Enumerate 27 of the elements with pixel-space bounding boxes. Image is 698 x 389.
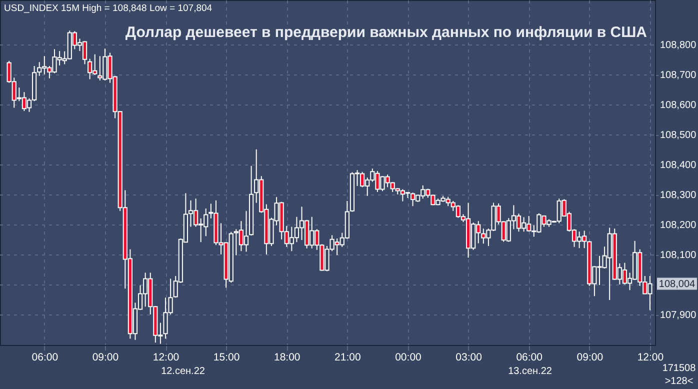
x-tick-label: 12:00 — [152, 352, 180, 364]
text: >128< — [664, 376, 694, 387]
y-tick-label: 107,900 — [660, 310, 697, 321]
y-tick-label: 108,400 — [660, 160, 697, 171]
text: Доллар дешевеет в преддверии важных данных по инфляции в США — [125, 24, 648, 41]
x-tick-label: 06:00 — [516, 352, 543, 364]
x-tick-label: 15:00 — [213, 352, 240, 364]
y-tick-label: 108,300 — [660, 190, 697, 201]
y-tick-label: 108,600 — [660, 100, 697, 111]
text: 12.сен.22 — [161, 366, 206, 377]
x-tick-label: 03:00 — [456, 352, 482, 364]
y-tick-label: 108,200 — [660, 220, 697, 231]
x-tick-label: 18:00 — [274, 352, 300, 364]
chart-subtitle: USD_INDEX 15M High = 108,848 Low = 107,804 — [4, 3, 212, 14]
x-tick-label: 12:00 — [637, 352, 664, 364]
annotation: 108,004 — [658, 278, 696, 290]
x-tick-label: 21:00 — [334, 352, 361, 364]
x-tick-label: 00:00 — [395, 352, 422, 364]
text: 13.сен.22 — [508, 366, 552, 377]
x-tick-label: 06:00 — [32, 352, 58, 364]
y-tick-label: 108,100 — [660, 250, 697, 261]
x-tick-label: 09:00 — [92, 352, 119, 364]
y-tick-label: 108,500 — [660, 130, 697, 141]
y-tick-label: 108,700 — [660, 70, 697, 81]
y-tick-label: 108,800 — [660, 40, 697, 51]
x-tick-label: 09:00 — [576, 352, 604, 364]
text: 171508 — [662, 363, 696, 374]
